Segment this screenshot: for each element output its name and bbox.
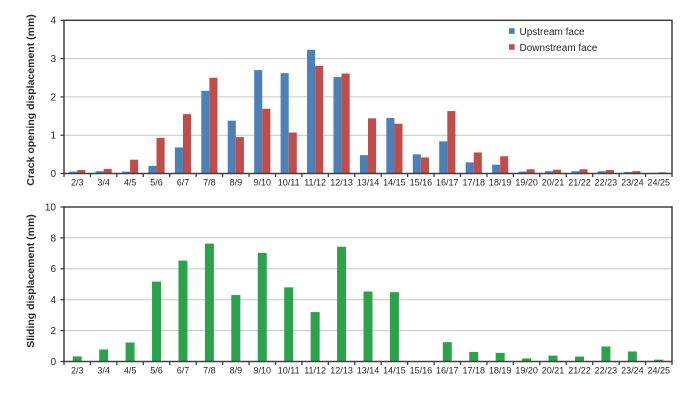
svg-text:13/14: 13/14 [357, 366, 380, 376]
svg-text:16/17: 16/17 [436, 178, 459, 188]
svg-text:23/24: 23/24 [621, 366, 644, 376]
svg-text:23/24: 23/24 [621, 178, 644, 188]
svg-text:6/7: 6/7 [177, 178, 190, 188]
svg-text:2: 2 [50, 92, 56, 103]
svg-text:22/23: 22/23 [595, 178, 618, 188]
svg-text:20/21: 20/21 [542, 366, 565, 376]
svg-text:17/18: 17/18 [462, 366, 485, 376]
svg-text:8/9: 8/9 [230, 366, 243, 376]
svg-text:1: 1 [50, 131, 56, 142]
svg-text:10: 10 [45, 202, 57, 213]
svg-text:5/6: 5/6 [150, 366, 163, 376]
svg-text:12/13: 12/13 [330, 366, 353, 376]
svg-text:11/12: 11/12 [304, 178, 326, 188]
svg-text:10/11: 10/11 [278, 366, 300, 376]
svg-text:8: 8 [50, 233, 56, 244]
svg-text:4: 4 [50, 16, 56, 27]
svg-text:7/8: 7/8 [203, 178, 216, 188]
svg-text:2/3: 2/3 [71, 178, 84, 188]
svg-text:24/25: 24/25 [648, 178, 671, 188]
svg-text:5/6: 5/6 [150, 178, 163, 188]
svg-text:4: 4 [50, 295, 56, 306]
svg-text:19/20: 19/20 [515, 178, 538, 188]
svg-text:7/8: 7/8 [203, 366, 216, 376]
svg-text:21/22: 21/22 [568, 366, 591, 376]
svg-text:4/5: 4/5 [124, 178, 137, 188]
svg-text:21/22: 21/22 [568, 178, 591, 188]
svg-text:0: 0 [50, 357, 56, 368]
svg-text:9/10: 9/10 [253, 366, 271, 376]
svg-text:16/17: 16/17 [436, 366, 459, 376]
svg-text:4/5: 4/5 [124, 366, 137, 376]
svg-text:14/15: 14/15 [383, 366, 406, 376]
svg-text:6/7: 6/7 [177, 366, 190, 376]
svg-text:9/10: 9/10 [253, 178, 271, 188]
svg-text:Sliding displacement (mm): Sliding displacement (mm) [25, 214, 37, 348]
svg-text:18/19: 18/19 [489, 178, 512, 188]
svg-text:Upstream face: Upstream face [520, 27, 585, 38]
svg-text:17/18: 17/18 [462, 178, 485, 188]
svg-text:13/14: 13/14 [357, 178, 380, 188]
svg-text:12/13: 12/13 [330, 178, 353, 188]
svg-text:15/16: 15/16 [410, 178, 433, 188]
svg-text:19/20: 19/20 [515, 366, 538, 376]
svg-text:0: 0 [50, 169, 56, 180]
svg-text:2/3: 2/3 [71, 366, 84, 376]
svg-text:11/12: 11/12 [304, 366, 326, 376]
svg-text:6: 6 [50, 264, 56, 275]
svg-text:14/15: 14/15 [383, 178, 406, 188]
svg-text:2: 2 [50, 326, 56, 337]
svg-text:8/9: 8/9 [230, 178, 243, 188]
svg-text:3: 3 [50, 54, 56, 65]
svg-text:18/19: 18/19 [489, 366, 512, 376]
svg-text:Crack opening displacement (mm: Crack opening displacement (mm) [25, 14, 37, 186]
svg-text:15/16: 15/16 [410, 366, 433, 376]
svg-text:3/4: 3/4 [97, 178, 110, 188]
svg-text:Downstream face: Downstream face [520, 43, 598, 54]
svg-text:24/25: 24/25 [648, 366, 671, 376]
svg-text:3/4: 3/4 [97, 366, 110, 376]
svg-text:10/11: 10/11 [278, 178, 300, 188]
svg-text:20/21: 20/21 [542, 178, 565, 188]
svg-text:22/23: 22/23 [595, 366, 618, 376]
